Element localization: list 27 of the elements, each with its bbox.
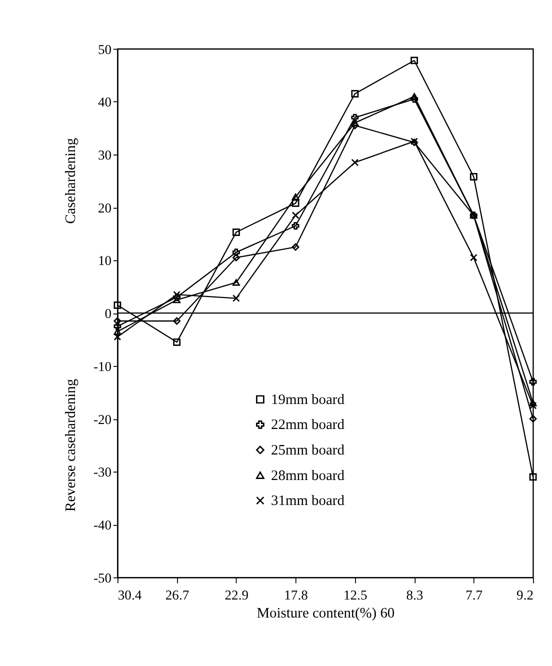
- y-tick-label: -40: [94, 517, 112, 532]
- x-tick-label: 22.9: [224, 587, 249, 602]
- x-tick-label: 30.4: [118, 587, 142, 602]
- y-tick-label: 50: [98, 42, 112, 57]
- y-tick-label: 0: [104, 306, 112, 322]
- legend-label: 31mm board: [271, 493, 346, 510]
- y-tick-label: -50: [94, 570, 112, 586]
- legend-label: 25mm board: [271, 442, 346, 458]
- legend-label: 22mm board: [271, 417, 346, 434]
- y-tick-label: -20: [94, 412, 112, 427]
- x-tick-label: 8.3: [406, 587, 424, 602]
- y-axis-title: Casehardening: [62, 138, 79, 224]
- x-tick-label: 12.5: [344, 587, 368, 602]
- x-tick-label: 9.2: [516, 587, 534, 602]
- y-tick-label: -10: [94, 358, 112, 374]
- x-tick-label: 26.7: [165, 587, 190, 602]
- x-axis-title: Moisture content(%) 60: [256, 606, 395, 622]
- legend-label: 19mm board: [271, 392, 346, 408]
- x-tick-label: 7.7: [466, 587, 483, 602]
- legend-label: 28mm board: [271, 468, 346, 484]
- y-tick-label: 20: [98, 200, 112, 216]
- y-tick-label: 30: [98, 148, 112, 163]
- x-tick-label: 17.8: [284, 587, 308, 602]
- y-tick-label: 10: [98, 253, 112, 268]
- text: Reverse casehardening: [62, 378, 79, 512]
- y-tick-label: -30: [94, 464, 112, 480]
- y-tick-label: 40: [98, 94, 112, 110]
